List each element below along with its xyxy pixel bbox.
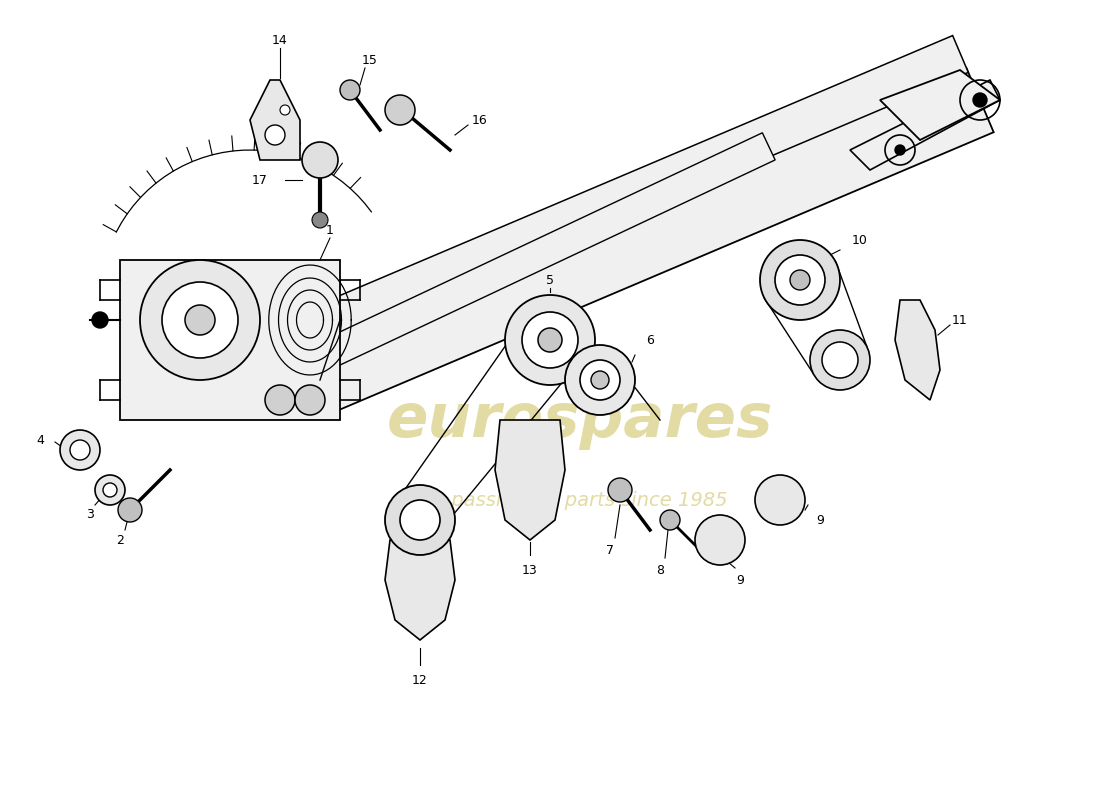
FancyBboxPatch shape bbox=[120, 260, 340, 420]
Circle shape bbox=[340, 80, 360, 100]
Polygon shape bbox=[385, 540, 455, 640]
Circle shape bbox=[295, 385, 324, 415]
Text: 2: 2 bbox=[117, 534, 124, 546]
Circle shape bbox=[60, 430, 100, 470]
Circle shape bbox=[790, 270, 810, 290]
Text: 6: 6 bbox=[646, 334, 653, 346]
Circle shape bbox=[312, 212, 328, 228]
Polygon shape bbox=[250, 80, 300, 160]
Circle shape bbox=[302, 142, 338, 178]
Circle shape bbox=[822, 342, 858, 378]
Text: 15: 15 bbox=[362, 54, 378, 66]
Polygon shape bbox=[495, 420, 565, 540]
Circle shape bbox=[185, 305, 214, 335]
Text: 9: 9 bbox=[816, 514, 824, 526]
Circle shape bbox=[895, 145, 905, 155]
Polygon shape bbox=[850, 80, 1000, 170]
Text: 16: 16 bbox=[472, 114, 488, 126]
Polygon shape bbox=[293, 35, 968, 352]
Text: 3: 3 bbox=[86, 509, 94, 522]
Circle shape bbox=[385, 485, 455, 555]
Circle shape bbox=[70, 440, 90, 460]
Polygon shape bbox=[306, 133, 776, 375]
Text: 13: 13 bbox=[522, 563, 538, 577]
Circle shape bbox=[776, 255, 825, 305]
Circle shape bbox=[695, 515, 745, 565]
Polygon shape bbox=[880, 70, 1000, 140]
Circle shape bbox=[140, 260, 260, 380]
Circle shape bbox=[760, 240, 840, 320]
Circle shape bbox=[660, 510, 680, 530]
Text: eurospares: eurospares bbox=[387, 390, 773, 450]
Circle shape bbox=[400, 500, 440, 540]
Text: 8: 8 bbox=[656, 563, 664, 577]
Circle shape bbox=[580, 360, 620, 400]
Circle shape bbox=[265, 125, 285, 145]
Circle shape bbox=[103, 483, 117, 497]
Circle shape bbox=[92, 312, 108, 328]
Text: 9: 9 bbox=[736, 574, 744, 586]
Circle shape bbox=[385, 95, 415, 125]
Circle shape bbox=[608, 478, 632, 502]
Circle shape bbox=[118, 498, 142, 522]
Text: a passion for parts since 1985: a passion for parts since 1985 bbox=[432, 490, 727, 510]
Text: 5: 5 bbox=[546, 274, 554, 286]
Circle shape bbox=[505, 295, 595, 385]
Circle shape bbox=[974, 93, 987, 107]
Circle shape bbox=[565, 345, 635, 415]
Circle shape bbox=[522, 312, 578, 368]
Circle shape bbox=[810, 330, 870, 390]
Circle shape bbox=[591, 371, 609, 389]
Circle shape bbox=[755, 475, 805, 525]
Text: 12: 12 bbox=[412, 674, 428, 686]
Text: 14: 14 bbox=[272, 34, 288, 46]
Polygon shape bbox=[306, 68, 993, 412]
Circle shape bbox=[95, 475, 125, 505]
Text: 17: 17 bbox=[252, 174, 268, 186]
Circle shape bbox=[538, 328, 562, 352]
Text: 4: 4 bbox=[36, 434, 44, 446]
Polygon shape bbox=[895, 300, 940, 400]
Text: 10: 10 bbox=[852, 234, 868, 246]
Circle shape bbox=[280, 105, 290, 115]
Text: 1: 1 bbox=[326, 223, 334, 237]
Circle shape bbox=[162, 282, 238, 358]
Text: 7: 7 bbox=[606, 543, 614, 557]
Text: 11: 11 bbox=[953, 314, 968, 326]
Circle shape bbox=[265, 385, 295, 415]
